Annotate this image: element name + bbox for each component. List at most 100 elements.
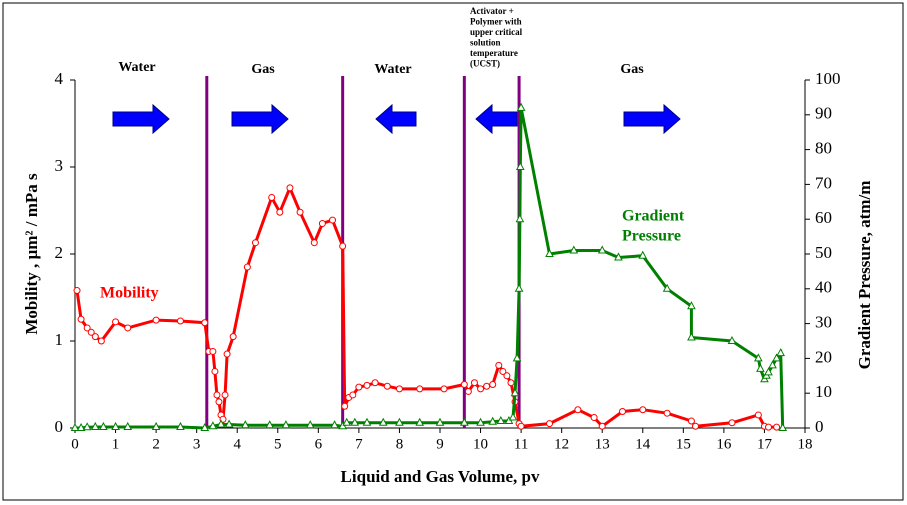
marker: [508, 412, 518, 421]
phase-label: Water: [118, 60, 155, 75]
marker: [70, 422, 80, 431]
marker: [687, 332, 696, 341]
marker: [213, 391, 221, 399]
marker: [756, 363, 765, 372]
marker: [614, 252, 623, 261]
marker: [765, 423, 772, 431]
marker: [99, 421, 108, 430]
y-tick-label: 4: [55, 69, 64, 88]
marker: [569, 245, 579, 254]
marker: [496, 415, 506, 425]
y-tick-label: 0: [55, 417, 64, 436]
marker: [97, 337, 105, 345]
marker: [176, 421, 185, 430]
marker: [514, 283, 524, 292]
y2-tick-label: 10: [815, 382, 832, 401]
marker: [87, 328, 95, 336]
marker: [772, 353, 781, 362]
marker: [224, 419, 234, 428]
marker: [305, 420, 315, 429]
marker: [123, 421, 133, 430]
marker: [459, 417, 469, 426]
marker: [371, 379, 379, 387]
marker: [330, 420, 339, 429]
marker: [310, 239, 318, 247]
y2-tick-label: 50: [815, 243, 832, 262]
marker: [209, 347, 217, 355]
marker: [507, 379, 515, 387]
x-tick-label: 7: [355, 436, 363, 452]
marker: [488, 416, 498, 425]
marker: [489, 381, 497, 388]
marker: [111, 421, 120, 430]
marker: [754, 353, 763, 362]
series-label: Mobility: [100, 285, 159, 302]
marker: [201, 319, 209, 327]
marker: [268, 193, 276, 201]
y-tick-label: 2: [55, 243, 64, 262]
annotation: upper critical: [470, 27, 523, 37]
marker: [728, 419, 736, 427]
x-tick-label: 6: [315, 436, 323, 452]
x-tick-label: 17: [757, 436, 773, 452]
marker: [415, 417, 425, 426]
series: [73, 184, 781, 431]
marker: [477, 385, 485, 393]
marker: [687, 417, 695, 425]
marker: [495, 361, 503, 369]
marker: [251, 239, 259, 247]
marker: [296, 208, 304, 216]
marker: [440, 385, 448, 393]
flow-arrows: [112, 103, 681, 135]
series-label: Gradient: [622, 208, 685, 225]
marker: [460, 381, 468, 388]
marker: [286, 184, 294, 192]
x-tick-label: 5: [274, 436, 282, 452]
marker: [662, 283, 672, 292]
marker: [687, 301, 696, 310]
marker: [663, 409, 671, 417]
x-tick-label: 13: [595, 436, 610, 452]
marker: [619, 407, 626, 415]
x-axis-label: Liquid and Gas Volume, pv: [341, 467, 540, 486]
marker: [216, 419, 226, 428]
marker: [176, 317, 184, 325]
phase-label: Gas: [620, 62, 644, 77]
marker: [243, 263, 251, 271]
x-tick-label: 15: [676, 436, 691, 452]
marker: [395, 385, 403, 393]
marker: [221, 391, 229, 399]
marker: [355, 383, 363, 391]
marker: [470, 379, 478, 387]
marker: [151, 421, 161, 430]
marker: [378, 417, 388, 426]
x-tick-label: 3: [193, 436, 201, 452]
marker: [476, 417, 485, 426]
y2-tick-label: 20: [815, 347, 832, 366]
marker: [464, 387, 472, 395]
arrow-left: [475, 103, 518, 135]
marker: [152, 316, 160, 324]
marker: [395, 417, 404, 426]
marker: [90, 421, 100, 430]
x-tick-label: 18: [798, 436, 813, 452]
marker: [638, 250, 648, 259]
x-tick-label: 4: [233, 436, 241, 452]
marker: [754, 411, 762, 419]
marker: [350, 417, 360, 426]
marker: [776, 348, 786, 357]
marker: [362, 417, 372, 426]
marker: [510, 388, 520, 397]
y-axis-label: Mobility , µm² / mPa s: [22, 173, 41, 335]
marker: [516, 102, 526, 111]
marker: [512, 353, 522, 362]
marker: [597, 245, 607, 254]
marker: [341, 402, 349, 410]
marker: [574, 406, 582, 414]
arrow-left: [375, 103, 417, 135]
marker: [764, 367, 773, 376]
marker: [215, 398, 223, 406]
marker: [517, 422, 525, 430]
marker: [276, 208, 284, 216]
arrow-right: [623, 103, 681, 135]
